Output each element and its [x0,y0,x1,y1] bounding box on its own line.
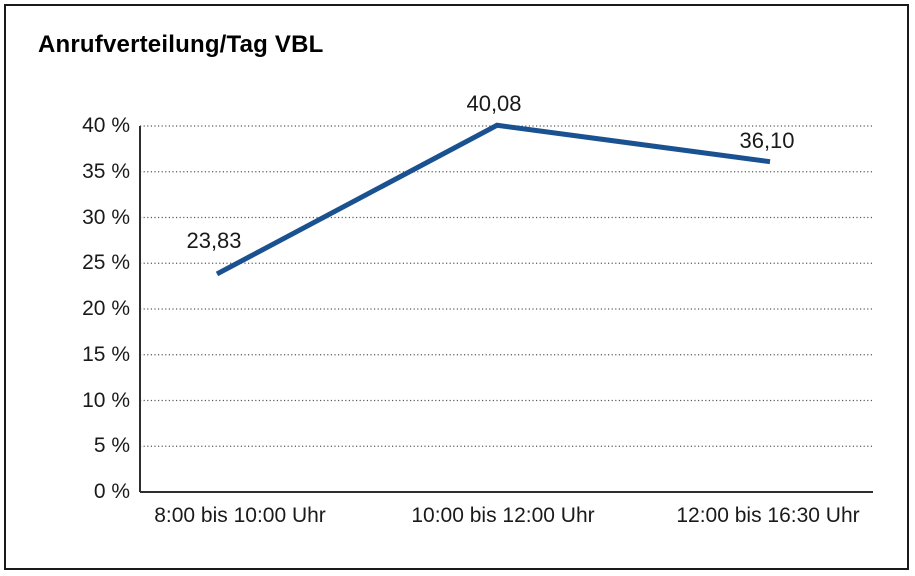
y-tick-label: 15 % [82,342,130,366]
y-tick-label: 25 % [82,251,130,275]
y-tick-label: 20 % [82,297,130,320]
data-point-label: 23,83 [186,227,242,253]
data-point-label: 36,10 [739,127,795,153]
x-category-label: 8:00 bis 10:00 Uhr [154,504,326,527]
y-tick-label: 0 % [93,480,130,503]
y-tick-label: 5 % [93,434,130,458]
y-tick-label: 35 % [82,159,130,183]
x-category-label: 12:00 bis 16:30 Uhr [676,504,860,527]
chart-title: Anrufverteilung/Tag VBL [38,31,324,58]
y-tick-label: 10 % [82,388,130,412]
data-point-label: 40,08 [466,91,522,117]
y-tick-label: 40 % [82,114,130,137]
y-tick-label: 30 % [82,205,130,229]
x-category-label: 10:00 bis 12:00 Uhr [411,504,595,527]
series-line [215,122,771,277]
chart-frame-border [4,4,909,570]
